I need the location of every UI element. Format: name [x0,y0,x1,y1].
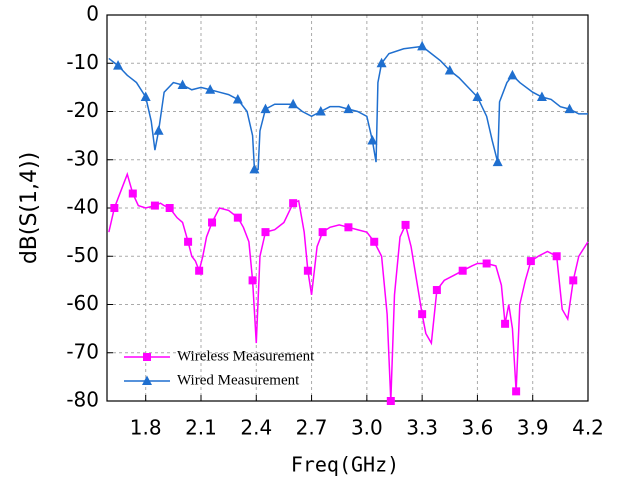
data-marker [315,106,326,116]
data-marker [512,387,521,396]
x-axis-label: Freq(GHz) [291,453,399,477]
data-marker [208,218,217,227]
data-marker [386,397,395,405]
data-marker [370,237,379,246]
y-tick-label: -30 [66,146,99,170]
data-marker [526,257,535,266]
x-tick-label: 3.6 [462,416,494,440]
data-marker [367,134,378,145]
data-marker [289,199,298,208]
y-tick-label: -80 [66,388,99,412]
x-tick-label: 3.9 [517,416,549,440]
x-tick-label: 2.7 [296,416,328,440]
x-tick-label: 3.3 [406,416,438,440]
data-marker [233,213,242,222]
data-marker [564,103,575,114]
data-marker [376,57,387,68]
legend-marker [143,353,151,361]
y-tick-label: 0 [86,2,99,26]
data-marker [184,237,193,246]
legend-label: Wireless Measurement [177,348,315,364]
data-marker [110,204,119,212]
data-marker [205,84,216,94]
data-marker [507,69,518,80]
y-axis-label: dB(S(1,4)) [17,152,42,264]
x-tick-label: 4.2 [572,416,604,440]
data-marker [177,79,188,89]
y-tick-label: -60 [66,291,99,315]
legend-marker [142,375,152,385]
data-marker [343,103,354,114]
data-marker [536,91,547,102]
x-tick-label: 2.4 [240,416,272,440]
plot-frame [106,14,589,402]
x-tick-label: 1.8 [130,416,162,440]
data-marker [501,319,510,328]
data-marker [165,204,174,212]
data-marker [418,310,427,319]
data-marker [432,286,441,295]
data-marker [113,60,124,70]
data-marker [140,91,151,102]
data-marker [417,40,428,51]
y-tick-label: -20 [66,98,99,122]
y-tick-label: -50 [66,243,99,267]
legend-label: Wired Measurement [177,372,300,388]
data-marker [472,91,483,102]
data-marker [458,266,467,275]
x-tick-label: 2.1 [185,416,217,440]
data-marker [261,228,270,237]
data-marker [249,163,260,174]
data-marker [552,252,561,261]
y-tick-label: -10 [66,50,99,74]
data-marker [401,220,410,229]
data-marker [344,223,353,232]
y-tick-label: -40 [66,195,99,219]
data-marker [288,98,299,109]
data-marker [150,201,159,210]
data-marker [303,266,312,275]
data-marker [248,276,257,285]
data-marker [153,125,164,135]
data-marker [318,228,327,237]
data-marker [128,189,137,198]
data-marker [444,64,455,75]
y-tick-label: -70 [66,339,99,363]
data-marker [482,259,491,268]
data-marker [569,276,578,285]
data-marker [195,266,204,275]
data-marker [232,93,243,104]
data-marker [492,156,503,167]
data-marker [260,103,271,114]
x-tick-label: 3.0 [351,416,383,440]
